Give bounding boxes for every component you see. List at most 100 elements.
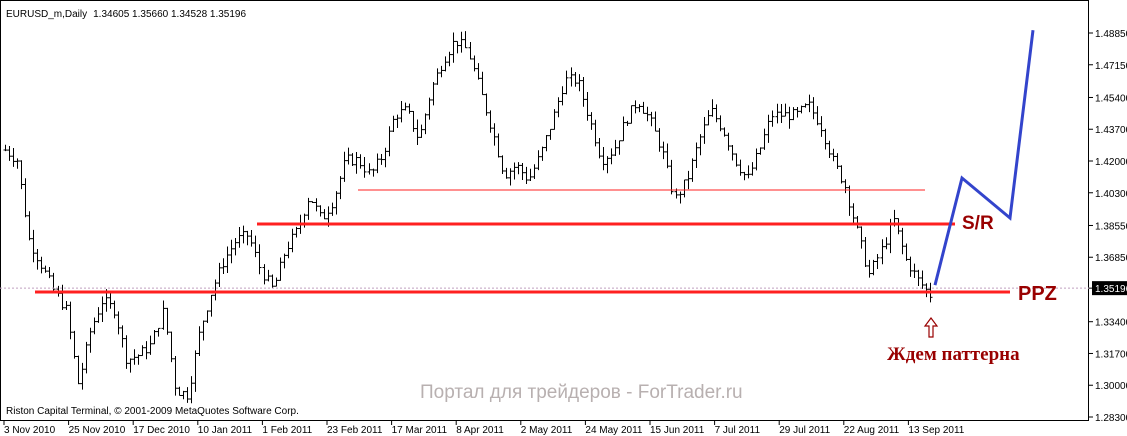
- ohlc-bar: [775, 103, 780, 124]
- ohlc-bar: [3, 144, 8, 152]
- ohlc-bar: [770, 110, 775, 127]
- ohlc-bar: [431, 82, 436, 106]
- ohlc-bar: [682, 179, 687, 198]
- ohlc-bar: [270, 274, 275, 289]
- ohlc-bar: [500, 155, 505, 175]
- ohlc-bar: [718, 115, 723, 132]
- y-tick-label: 1.47150: [1095, 61, 1127, 72]
- ohlc-bar: [661, 141, 666, 160]
- ohlc-bar: [132, 349, 137, 365]
- ohlc-bar: [859, 226, 864, 249]
- ohlc-bar: [839, 165, 844, 184]
- ohlc-bar: [23, 178, 28, 218]
- ohlc-bar: [379, 153, 384, 165]
- ohlc-bar: [423, 113, 428, 135]
- ohlc-bar: [787, 106, 792, 129]
- ohlc-bar: [645, 106, 650, 122]
- ohlc-bar: [290, 228, 295, 253]
- ohlc-bar: [653, 111, 658, 132]
- time-axis[interactable]: 3 Nov 2010 25 Nov 2010 17 Dec 2010 10 Jan 2…: [3, 421, 965, 436]
- ohlc-bar: [912, 263, 917, 279]
- x-tick-label: 17 Dec 2010: [133, 425, 190, 436]
- ohlc-bar: [383, 147, 388, 168]
- ohlc-bar: [863, 236, 868, 267]
- ohlc-bar: [706, 110, 711, 126]
- ohlc-bar: [225, 246, 230, 273]
- ohlc-bar: [282, 253, 287, 269]
- ohlc-bar: [350, 153, 355, 166]
- ohlc-bar: [148, 335, 153, 355]
- price-axis[interactable]: 1.48850 1.47150 1.45400 1.43700 1.42000 1.403…: [1089, 29, 1127, 424]
- ohlc-bar: [609, 148, 614, 165]
- ohlc-bar: [851, 203, 856, 225]
- ohlc-bar: [76, 355, 81, 385]
- ohlc-bar: [710, 99, 715, 117]
- ohlc-bar: [96, 307, 101, 323]
- ohlc-bar: [399, 101, 404, 123]
- ohlc-bar: [439, 65, 444, 78]
- ohlc-bar: [472, 55, 477, 72]
- ohlc-bar: [569, 67, 574, 87]
- ohlc-bar: [27, 211, 32, 241]
- ohlc-bar: [294, 226, 299, 238]
- ohlc-bar: [257, 244, 262, 275]
- x-tick-label: 29 Jul 2011: [779, 425, 830, 436]
- ohlc-bar: [625, 120, 630, 127]
- ppz-label: PPZ: [1018, 283, 1057, 305]
- y-tick-label: 1.30000: [1095, 381, 1127, 392]
- y-tick-label: 1.33400: [1095, 318, 1127, 329]
- ohlc-bar: [823, 128, 828, 150]
- ohlc-bar: [831, 148, 836, 162]
- ohlc-bar: [855, 215, 860, 229]
- ohlc-bar: [371, 168, 376, 177]
- ohlc-bar: [403, 102, 408, 111]
- ohlc-bar: [314, 198, 319, 212]
- x-tick-label: 25 Nov 2010: [69, 425, 126, 436]
- plot-area: [0, 0, 1089, 421]
- ohlc-bar: [754, 148, 759, 171]
- ohlc-bar: [411, 110, 416, 132]
- x-tick-label: 1 Feb 2011: [262, 425, 312, 436]
- ohlc-bar: [548, 128, 553, 140]
- ohlc-bar: [714, 104, 719, 123]
- ohlc-bar: [843, 179, 848, 194]
- ohlc-bar: [657, 128, 662, 152]
- ohlc-bar: [136, 354, 141, 365]
- ohlc-bar: [387, 126, 392, 157]
- x-tick-label: 24 May 2011: [585, 425, 643, 436]
- ohlc-bar: [84, 341, 89, 374]
- ohlc-bar: [80, 362, 85, 390]
- ohlc-bar: [245, 230, 250, 246]
- ohlc-bar: [310, 201, 315, 204]
- ohlc-bar: [807, 94, 812, 113]
- ohlc-bar: [395, 114, 400, 129]
- ohlc-bar: [322, 209, 327, 220]
- ohlc-bar: [391, 115, 396, 132]
- x-tick-label: 10 Jan 2011: [198, 425, 253, 436]
- chart-header: EURUSD_m,Daily 1.34605 1.35660 1.34528 1.…: [6, 9, 246, 20]
- ohlc-bar: [330, 202, 335, 216]
- ohlc-bar: [415, 119, 420, 145]
- ohlc-bar: [908, 256, 913, 277]
- ohlc-bar: [193, 350, 198, 392]
- ohlc-bar: [253, 235, 258, 258]
- ohlc-bar: [342, 151, 347, 182]
- ohlc-bar: [496, 133, 501, 158]
- ohlc-bar: [904, 243, 909, 261]
- ohlc-bar: [758, 147, 763, 155]
- ohlc-bar: [835, 153, 840, 170]
- x-tick-label: 13 Sep 2011: [908, 425, 964, 436]
- projection-line: [933, 30, 1035, 286]
- ohlc-bar: [241, 225, 246, 244]
- ohlc-bar: [867, 259, 872, 278]
- ohlc-bar: [120, 325, 125, 348]
- ohlc-bar: [799, 105, 804, 114]
- ohlc-bar: [492, 123, 497, 146]
- ohlc-bar: [585, 91, 590, 121]
- ohlc-bar: [504, 167, 509, 179]
- ohlc-bar: [641, 101, 646, 114]
- ohlc-bar: [233, 237, 238, 256]
- ohlc-bar: [262, 264, 267, 285]
